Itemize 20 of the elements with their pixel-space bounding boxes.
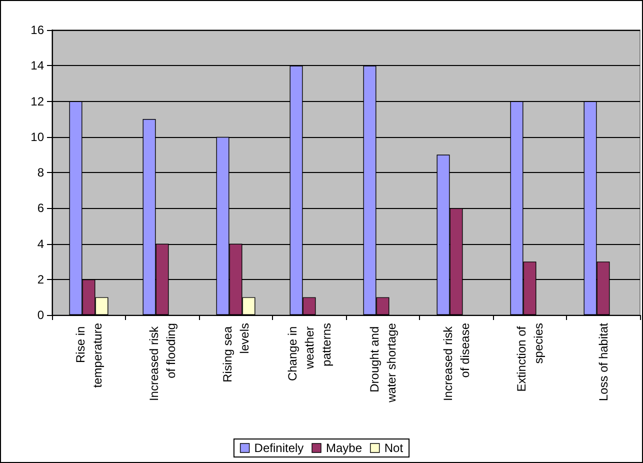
y-tick-label: 8: [37, 166, 44, 180]
y-tick-label: 4: [37, 236, 44, 251]
y-tick-label: 16: [30, 23, 44, 37]
x-tick-label: Rise in temperature: [73, 322, 104, 388]
legend-label: Not: [384, 441, 404, 455]
y-tick-label: 12: [30, 94, 44, 108]
legend-label: Definitely: [254, 441, 304, 455]
y-tick-label: 0: [37, 308, 44, 322]
legend-label: Maybe: [326, 441, 362, 455]
x-tick-label: Loss of habitat: [596, 322, 610, 402]
x-tick-label: Increased risk of disease: [440, 322, 472, 402]
x-tick-label: Change in weather patterns: [285, 323, 334, 382]
y-tick-label: 6: [37, 201, 44, 216]
x-tick-label: Rising sea levels: [220, 323, 252, 382]
x-tick-label: Increased risk of flooding: [146, 323, 178, 402]
y-tick-label: 14: [30, 58, 44, 73]
x-tick-label: Extinction of species: [514, 323, 546, 392]
x-tick-label: Drought and water shortage: [367, 322, 398, 404]
y-tick-label: 10: [30, 130, 44, 144]
y-tick-label: 2: [37, 272, 44, 286]
